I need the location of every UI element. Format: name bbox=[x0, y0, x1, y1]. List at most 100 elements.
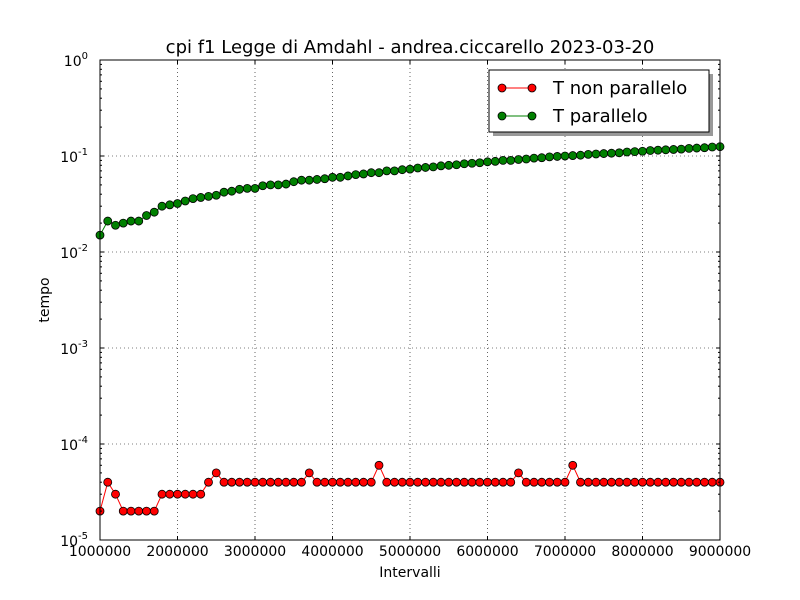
data-point bbox=[622, 147, 632, 157]
data-point bbox=[351, 170, 361, 180]
y-tick-base: 10 bbox=[60, 342, 78, 358]
x-tick-label: 9000000 bbox=[689, 544, 751, 560]
data-point bbox=[506, 477, 516, 487]
data-point bbox=[645, 477, 655, 487]
data-point bbox=[134, 216, 144, 226]
data-point bbox=[537, 477, 547, 487]
y-tick-exponent: -1 bbox=[78, 147, 88, 158]
data-point bbox=[297, 175, 306, 185]
y-tick-base: 10 bbox=[60, 150, 78, 166]
data-point bbox=[421, 163, 430, 172]
y-tick-label: 10-3 bbox=[60, 339, 88, 358]
y-tick-exponent: -3 bbox=[78, 339, 88, 350]
x-tick-label: 2000000 bbox=[146, 544, 208, 560]
data-point bbox=[219, 477, 229, 487]
data-point bbox=[335, 477, 345, 487]
data-point bbox=[669, 145, 678, 154]
legend-marker bbox=[497, 83, 507, 93]
y-tick-label: 10-1 bbox=[60, 147, 88, 166]
legend-box bbox=[488, 69, 710, 133]
y-axis-label: tempo bbox=[37, 277, 53, 322]
data-point bbox=[289, 477, 299, 487]
x-tick-label: 1000000 bbox=[69, 544, 131, 560]
data-point bbox=[118, 506, 128, 516]
data-point bbox=[390, 166, 399, 176]
data-point bbox=[653, 145, 663, 155]
series-1 bbox=[95, 142, 725, 240]
y-tick-exponent: -4 bbox=[78, 435, 88, 446]
data-point bbox=[366, 168, 376, 178]
data-point bbox=[397, 165, 407, 175]
data-point bbox=[196, 193, 206, 202]
data-point bbox=[676, 477, 686, 487]
data-point bbox=[676, 144, 686, 154]
data-point bbox=[103, 477, 113, 487]
data-point bbox=[444, 160, 454, 170]
data-point bbox=[514, 155, 523, 164]
y-tick-base: 10 bbox=[64, 54, 82, 70]
data-point bbox=[142, 506, 151, 516]
data-point bbox=[335, 172, 345, 182]
data-point bbox=[638, 477, 647, 487]
data-point bbox=[467, 158, 477, 168]
y-tick-base: 10 bbox=[60, 246, 78, 262]
data-point bbox=[250, 477, 260, 487]
data-point bbox=[343, 171, 353, 181]
data-point bbox=[242, 477, 252, 487]
data-point bbox=[142, 211, 151, 220]
data-point bbox=[459, 159, 469, 169]
legend-label: T non parallelo bbox=[552, 78, 687, 99]
data-point bbox=[320, 174, 330, 184]
x-tick-label: 4000000 bbox=[301, 544, 363, 560]
data-point bbox=[126, 216, 136, 226]
data-point bbox=[273, 180, 283, 190]
data-point bbox=[258, 181, 268, 191]
x-tick-label: 3000000 bbox=[224, 544, 286, 560]
data-point bbox=[498, 477, 508, 487]
data-point bbox=[537, 153, 547, 163]
data-point bbox=[204, 191, 213, 201]
data-point bbox=[312, 477, 322, 487]
data-point bbox=[490, 156, 500, 166]
y-tick-base: 10 bbox=[60, 534, 78, 550]
data-point bbox=[583, 149, 593, 159]
x-tick-label: 7000000 bbox=[534, 544, 596, 560]
data-point bbox=[405, 164, 415, 174]
data-point bbox=[436, 477, 446, 487]
data-point bbox=[242, 183, 252, 193]
data-point bbox=[638, 146, 647, 156]
series-layer bbox=[95, 142, 725, 516]
data-point bbox=[366, 477, 376, 487]
data-point bbox=[149, 207, 159, 217]
data-point bbox=[661, 477, 671, 487]
data-point bbox=[630, 477, 640, 487]
data-point bbox=[552, 152, 562, 161]
data-point bbox=[444, 477, 454, 487]
y-tick-label: 100 bbox=[64, 51, 88, 70]
data-point bbox=[545, 152, 554, 162]
data-point bbox=[227, 186, 237, 196]
data-point bbox=[126, 506, 136, 516]
data-point bbox=[235, 477, 244, 487]
data-point bbox=[134, 506, 144, 516]
data-point bbox=[173, 489, 182, 499]
data-point bbox=[490, 477, 500, 487]
y-tick-base: 10 bbox=[60, 438, 78, 454]
data-point bbox=[180, 489, 190, 499]
data-point bbox=[266, 477, 275, 487]
data-point bbox=[583, 477, 593, 487]
data-point bbox=[684, 143, 694, 153]
data-point bbox=[204, 477, 213, 487]
series-0 bbox=[95, 460, 725, 516]
data-point bbox=[382, 166, 392, 176]
data-point bbox=[568, 460, 578, 470]
data-point bbox=[211, 468, 221, 478]
data-point bbox=[188, 194, 198, 203]
data-point bbox=[560, 151, 570, 161]
data-point bbox=[328, 172, 337, 182]
data-point bbox=[560, 477, 570, 487]
data-point bbox=[700, 143, 709, 153]
data-point bbox=[297, 477, 306, 487]
data-point bbox=[328, 477, 337, 487]
